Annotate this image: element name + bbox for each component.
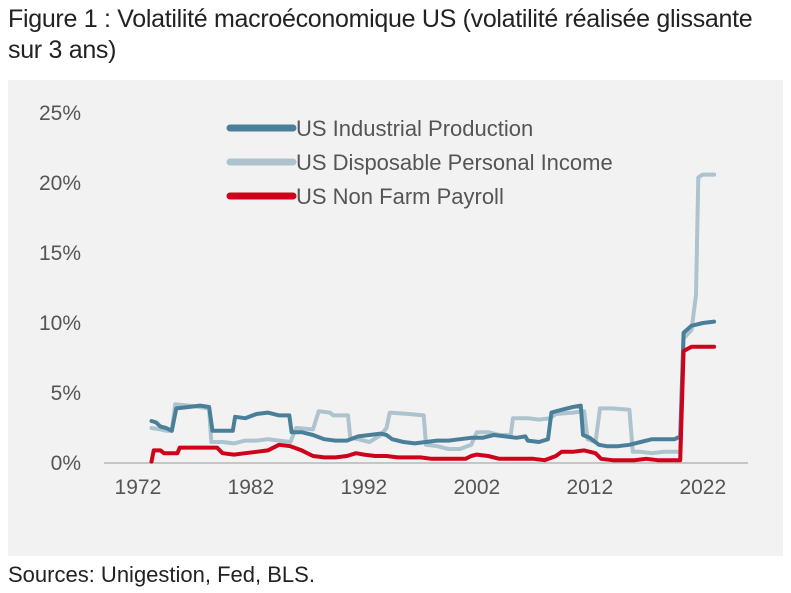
y-tick-label: 5% xyxy=(51,382,81,405)
figure-title: Figure 1 : Volatilité macroéconomique US… xyxy=(8,5,753,64)
y-tick-label: 15% xyxy=(39,242,81,265)
x-tick-label: 1992 xyxy=(341,476,388,499)
legend-label: US Disposable Personal Income xyxy=(296,150,613,175)
legend-label: US Non Farm Payroll xyxy=(296,184,504,209)
x-tick-label: 1982 xyxy=(228,476,275,499)
y-tick-label: 25% xyxy=(39,102,81,125)
y-tick-label: 0% xyxy=(51,452,81,475)
chart-panel: 25% 20% 15% 10% 5% 0% 1972 1982 1992 2002 2012 2022… xyxy=(8,80,783,556)
x-tick-label: 1972 xyxy=(115,476,162,499)
source-note: Sources: Unigestion, Fed, BLS. xyxy=(8,562,315,587)
x-tick-label: 2012 xyxy=(566,476,613,499)
series-line-us-non-farm-payroll xyxy=(149,344,717,464)
y-tick-label: 10% xyxy=(39,312,81,335)
series-line-us-disposable-personal-income xyxy=(149,172,717,456)
line-chart: 25% 20% 15% 10% 5% 0% 1972 1982 1992 2002 2012 2022… xyxy=(39,102,748,499)
legend-label: US Industrial Production xyxy=(296,116,533,141)
x-tick-label: 2022 xyxy=(679,476,726,499)
series-line-us-industrial-production xyxy=(149,319,717,449)
x-tick-label: 2002 xyxy=(453,476,500,499)
y-tick-label: 20% xyxy=(39,172,81,195)
